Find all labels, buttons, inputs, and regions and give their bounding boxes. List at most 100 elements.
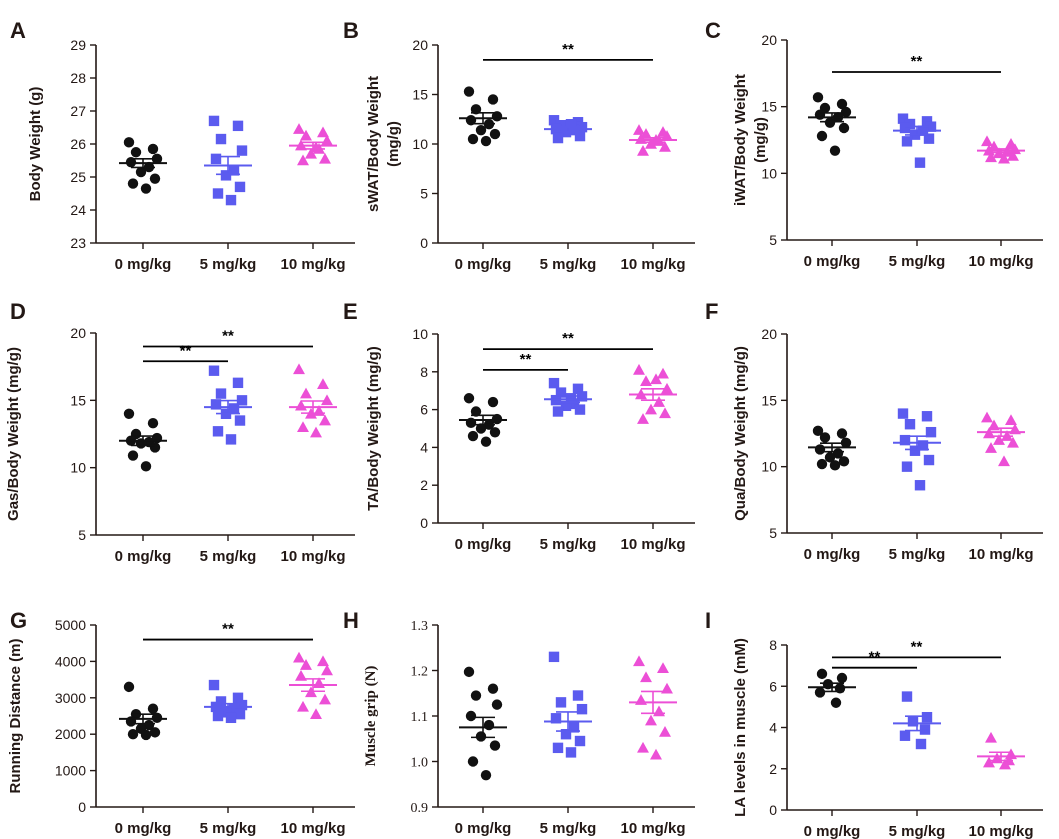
series-5-mg-kg: [544, 377, 592, 417]
series-5-mg-kg: [893, 113, 941, 168]
data-point: [225, 194, 237, 206]
data-point: [480, 769, 492, 781]
data-point: [645, 714, 657, 726]
data-point: [659, 407, 671, 419]
data-point: [657, 662, 669, 674]
y-tick-label: 2000: [55, 726, 86, 742]
data-point: [637, 741, 649, 753]
panel-e: E 0 2 4 6 8 10 0 mg/kg 5 mg/kg 10 mg/kg TA/Body We…: [343, 299, 695, 553]
y-axis-label: TA/Body Weight (mg/g): [365, 346, 382, 510]
data-point: [317, 655, 329, 667]
data-point: [147, 418, 159, 429]
data-point: [836, 98, 848, 110]
data-point: [993, 434, 1005, 445]
data-point: [897, 408, 909, 419]
panel-i: I 0 2 4 6 8 0 mg/kg 5 mg/kg 10 mg/kg LA levels in…: [705, 608, 1043, 839]
data-point: [812, 92, 824, 103]
data-point: [923, 454, 935, 466]
data-point: [208, 365, 220, 376]
data-point: [467, 133, 479, 145]
data-point: [830, 697, 842, 708]
data-point: [293, 123, 305, 134]
series-0-mg-kg: [119, 681, 167, 741]
data-point: [838, 122, 850, 134]
panel-b: B 0 5 10 15 20 0 mg/kg 5 mg/kg 10 mg/kg sWAT/Body…: [343, 18, 695, 273]
panel-letter: A: [10, 18, 26, 43]
series-0-mg-kg: [459, 393, 507, 447]
data-point: [552, 132, 564, 144]
data-point: [293, 363, 305, 375]
y-tick-label: 5: [769, 525, 777, 541]
significance-label: **: [562, 41, 574, 58]
y-tick-label: 10: [761, 165, 777, 181]
data-point: [297, 700, 309, 712]
y-tick-label: 1.0: [411, 756, 429, 771]
data-point: [236, 145, 248, 156]
data-point: [475, 731, 487, 742]
data-point: [914, 480, 926, 491]
data-point: [548, 377, 560, 389]
y-tick-label: 0: [78, 799, 86, 815]
data-point: [659, 725, 671, 737]
data-point: [210, 399, 222, 410]
series-10-mg-kg: [977, 135, 1025, 164]
x-category-label: 10 mg/kg: [968, 546, 1033, 563]
data-point: [650, 373, 662, 385]
panel-h: H 0.9 1.0 1.1 1.2 1.3 0 mg/kg 5 mg/kg 10 mg/kg Mu…: [343, 608, 695, 837]
series-0-mg-kg: [459, 86, 507, 147]
y-tick-label: 27: [70, 103, 86, 119]
data-point: [463, 86, 475, 97]
data-point: [317, 126, 329, 138]
series-0-mg-kg: [459, 666, 507, 781]
data-point: [310, 708, 322, 719]
data-point: [921, 116, 933, 127]
data-point: [234, 415, 246, 426]
data-point: [633, 655, 645, 667]
data-point: [640, 671, 652, 683]
data-point: [467, 756, 479, 767]
series-10-mg-kg: [629, 363, 677, 424]
y-tick-label: 15: [412, 87, 428, 103]
data-point: [576, 121, 588, 133]
y-tick-label: 6: [420, 402, 428, 418]
series-10-mg-kg: [629, 124, 677, 156]
data-point: [321, 664, 333, 676]
data-point: [819, 432, 831, 443]
y-tick-label: 5: [769, 232, 777, 248]
data-point: [574, 404, 586, 415]
data-point: [130, 147, 142, 158]
panel-letter: B: [343, 18, 359, 43]
data-point: [470, 690, 482, 701]
data-point: [297, 421, 309, 433]
y-tick-label: 25: [70, 169, 86, 185]
data-point: [814, 687, 826, 698]
data-point: [151, 712, 163, 724]
y-tick-label: 0: [769, 802, 777, 818]
y-tick-label: 6: [769, 678, 777, 694]
data-point: [901, 691, 913, 702]
data-point: [140, 461, 152, 472]
data-point: [489, 128, 501, 140]
data-point: [123, 681, 135, 693]
panel-letter: E: [343, 299, 358, 324]
data-point: [300, 659, 312, 670]
data-point: [840, 106, 852, 118]
y-tick-label: 1000: [55, 763, 86, 779]
data-point: [550, 713, 562, 724]
y-tick-label: 29: [70, 37, 86, 53]
y-tick-label: 8: [769, 637, 777, 653]
data-point: [897, 113, 909, 124]
data-point: [998, 152, 1010, 164]
data-point: [836, 672, 848, 684]
data-point: [560, 400, 572, 412]
y-tick-label: 26: [70, 136, 86, 152]
y-tick-label: 24: [70, 202, 86, 218]
y-tick-label: 4: [769, 720, 777, 736]
data-point: [232, 120, 244, 132]
x-category-label: 0 mg/kg: [115, 548, 172, 565]
data-point: [143, 719, 155, 731]
y-tick-label: 4: [420, 439, 428, 455]
x-category-label: 5 mg/kg: [540, 256, 597, 273]
y-tick-label: 1.1: [411, 710, 429, 725]
data-point: [653, 396, 665, 407]
